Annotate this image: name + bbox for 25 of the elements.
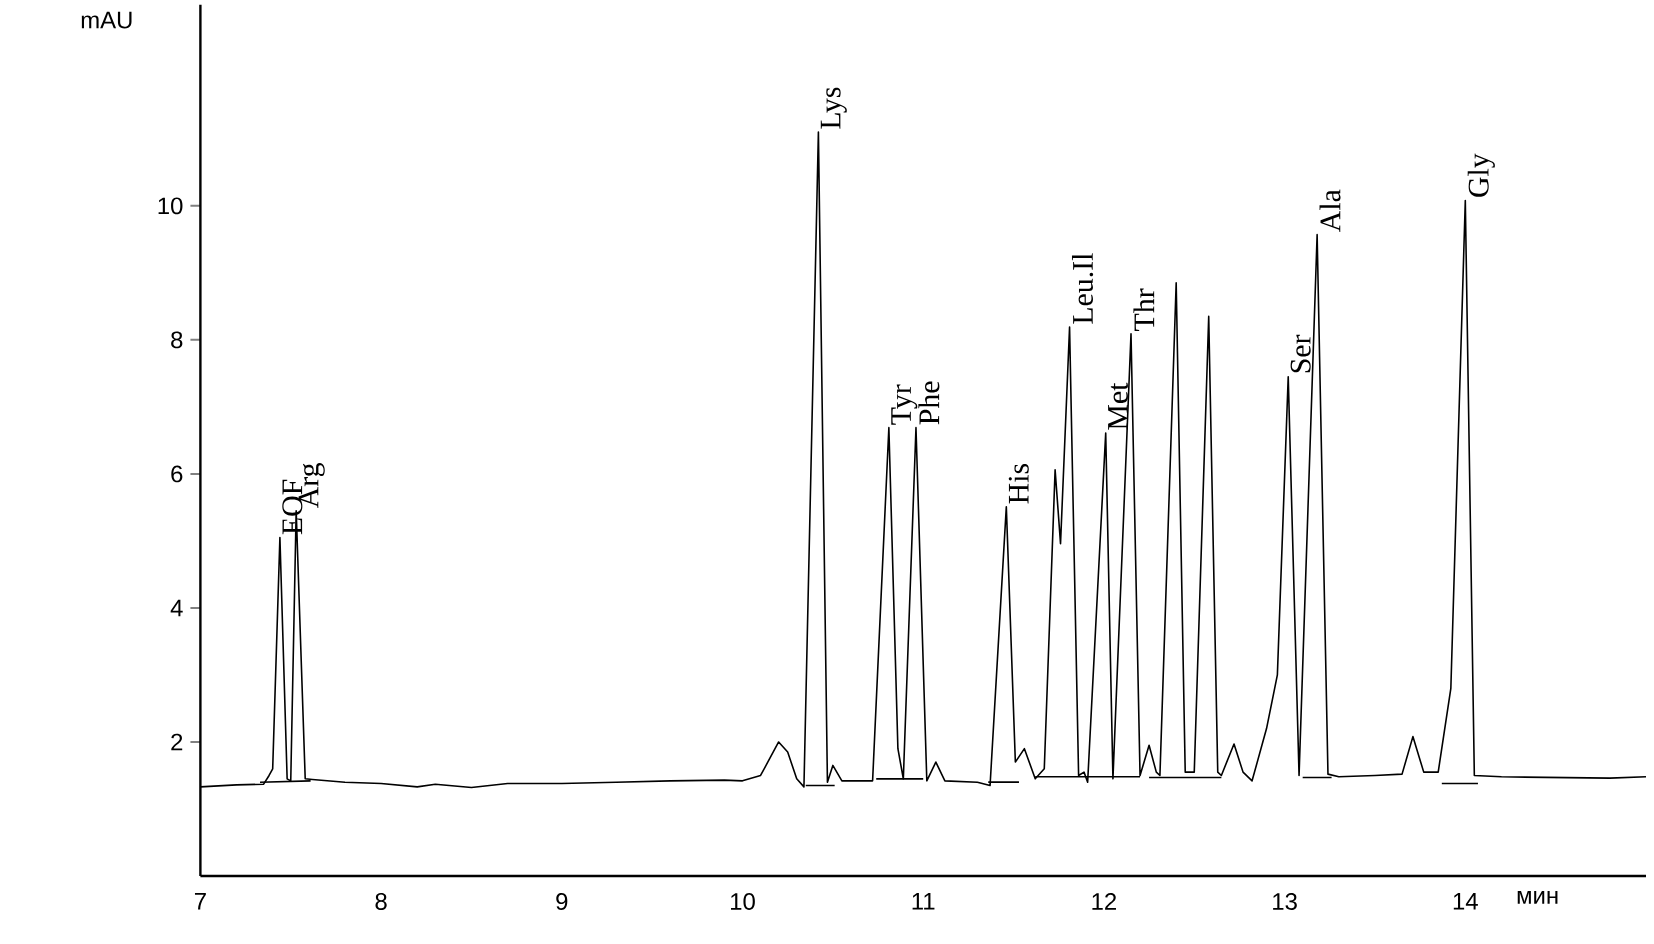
- annotation: Ser: [1290, 334, 1311, 373]
- annotation: Gly: [1467, 153, 1495, 197]
- y-tick-label: 8: [171, 331, 183, 349]
- y-tick-label: 2: [171, 733, 183, 751]
- x-tick-label: 8: [375, 893, 387, 910]
- annotation: Leu.Il: [1071, 253, 1094, 324]
- x-tick-label: 12: [1092, 893, 1116, 910]
- x-tick-label: 13: [1273, 893, 1297, 910]
- x-axis-title: мин: [1517, 891, 1558, 904]
- annotation: Tyr: [891, 384, 918, 425]
- x-tick-label: 10: [731, 893, 755, 910]
- y-axis-title: mAU: [81, 11, 132, 29]
- annotation: Lys: [820, 87, 847, 129]
- x-tick-label: 7: [194, 893, 206, 910]
- annotation: Thr: [1133, 288, 1155, 331]
- annotation: His: [1008, 463, 1029, 504]
- x-tick-label: 14: [1453, 893, 1478, 910]
- x-tick-label: 11: [912, 893, 935, 910]
- annotation: Ala: [1319, 189, 1341, 232]
- annotation: Phe: [918, 381, 940, 425]
- y-tick-label: 4: [170, 599, 183, 617]
- y-tick-label: 6: [171, 465, 183, 483]
- annotation: Met: [1108, 382, 1128, 430]
- y-tick-label: 10: [158, 197, 183, 215]
- x-tick-label: 9: [556, 893, 568, 910]
